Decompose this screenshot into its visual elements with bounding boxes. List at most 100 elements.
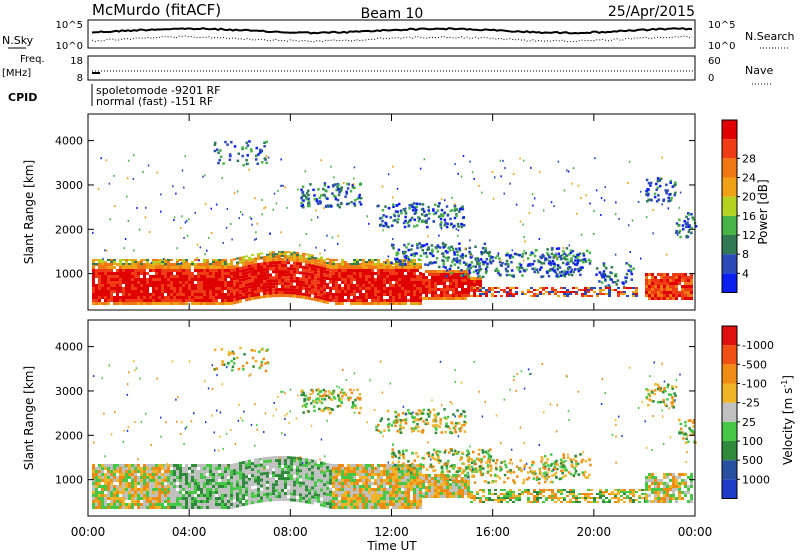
range-gate-cell [191, 473, 194, 476]
range-gate-cell [344, 284, 347, 287]
range-gate-cell [233, 478, 236, 482]
range-gate-cell [455, 282, 458, 285]
range-gate-cell [540, 275, 543, 279]
range-gate-cell [398, 497, 401, 500]
range-gate-cell [368, 494, 371, 497]
range-gate-cell [203, 259, 206, 261]
range-gate-cell [263, 487, 266, 491]
range-gate-cell [477, 275, 480, 278]
range-gate-cell [665, 191, 668, 195]
range-gate-cell [422, 495, 425, 498]
range-gate-cell [122, 479, 125, 482]
range-gate-cell [224, 470, 227, 473]
range-gate-cell [119, 473, 122, 476]
range-gate-cell [391, 243, 394, 247]
range-gate-cell [449, 273, 452, 276]
range-gate-cell [185, 485, 188, 488]
range-gate-cell [410, 296, 413, 299]
range-gate-cell [407, 290, 410, 293]
range-gate-cell [122, 290, 125, 293]
range-gate-cell [137, 269, 140, 272]
colorbar-swatch [722, 215, 737, 235]
range-gate-cell [311, 276, 314, 280]
range-gate-cell [395, 473, 398, 476]
range-gate-cell [314, 478, 317, 482]
range-gate-cell [413, 252, 417, 255]
range-gate-cell [305, 470, 308, 474]
range-gate-cell [320, 476, 323, 480]
range-gate-cell [326, 264, 329, 268]
range-gate-cell [595, 189, 598, 192]
range-gate-cell [122, 494, 125, 497]
range-gate-cell [374, 272, 377, 275]
range-gate-cell [589, 260, 592, 263]
range-gate-cell [186, 234, 189, 237]
range-gate-cell [669, 297, 672, 300]
range-gate-cell [104, 485, 107, 488]
range-gate-cell [230, 500, 233, 503]
range-gate-cell [542, 262, 546, 265]
range-gate-cell [245, 502, 248, 506]
range-gate-cell [104, 476, 107, 479]
range-gate-cell [191, 284, 194, 287]
range-gate-cell [164, 266, 167, 269]
range-gate-cell [374, 293, 377, 296]
range-gate-cell [194, 488, 197, 491]
range-gate-cell [326, 495, 329, 499]
range-gate-cell [122, 299, 125, 302]
range-gate-cell [359, 473, 362, 476]
range-gate-cell [182, 261, 185, 263]
range-gate-cell [224, 261, 227, 263]
range-gate-cell [374, 284, 377, 287]
range-gate-cell [482, 261, 486, 265]
range-gate-cell [401, 491, 404, 494]
range-gate-cell [206, 296, 209, 299]
range-gate-cell [251, 465, 254, 469]
range-gate-cell [654, 276, 657, 279]
range-gate-cell [566, 267, 570, 270]
range-gate-cell [140, 272, 143, 275]
range-gate-cell [675, 222, 679, 225]
range-gate-cell [98, 259, 101, 261]
range-gate-cell [413, 491, 416, 494]
range-gate-cell [544, 258, 547, 262]
range-gate-cell [663, 273, 666, 276]
range-gate-cell [206, 272, 209, 275]
range-gate-cell [356, 503, 359, 506]
range-gate-cell [335, 506, 338, 509]
range-gate-cell [411, 244, 414, 247]
range-gate-cell [386, 259, 389, 261]
range-gate-cell [314, 292, 317, 296]
range-gate-cell [418, 202, 422, 206]
range-gate-cell [245, 481, 248, 485]
range-gate-cell [575, 263, 579, 267]
range-gate-cell [210, 207, 213, 210]
range-gate-cell [403, 209, 407, 213]
freq-frame [87, 55, 696, 81]
range-gate-cell [263, 268, 266, 272]
range-gate-cell [320, 461, 323, 465]
range-gate-cell [410, 467, 413, 470]
range-gate-cell [236, 261, 239, 264]
range-gate-cell [245, 289, 248, 293]
range-gate-cell [122, 263, 125, 265]
range-gate-cell [245, 493, 248, 497]
range-gate-cell [191, 287, 194, 290]
range-gate-cell [125, 269, 128, 272]
range-gate-cell [182, 269, 185, 272]
range-gate-cell [694, 224, 698, 228]
range-gate-cell [194, 211, 196, 214]
range-gate-cell [645, 216, 648, 219]
range-gate-cell [137, 284, 140, 287]
range-gate-cell [152, 476, 155, 479]
range-gate-cell [203, 287, 206, 290]
range-gate-cell [290, 495, 293, 499]
range-gate-cell [344, 485, 347, 488]
range-gate-cell [173, 476, 176, 479]
range-gate-cell [236, 264, 239, 268]
range-gate-cell [527, 289, 530, 291]
range-gate-cell [275, 279, 278, 283]
range-gate-cell [448, 267, 452, 271]
range-gate-cell [550, 248, 554, 251]
